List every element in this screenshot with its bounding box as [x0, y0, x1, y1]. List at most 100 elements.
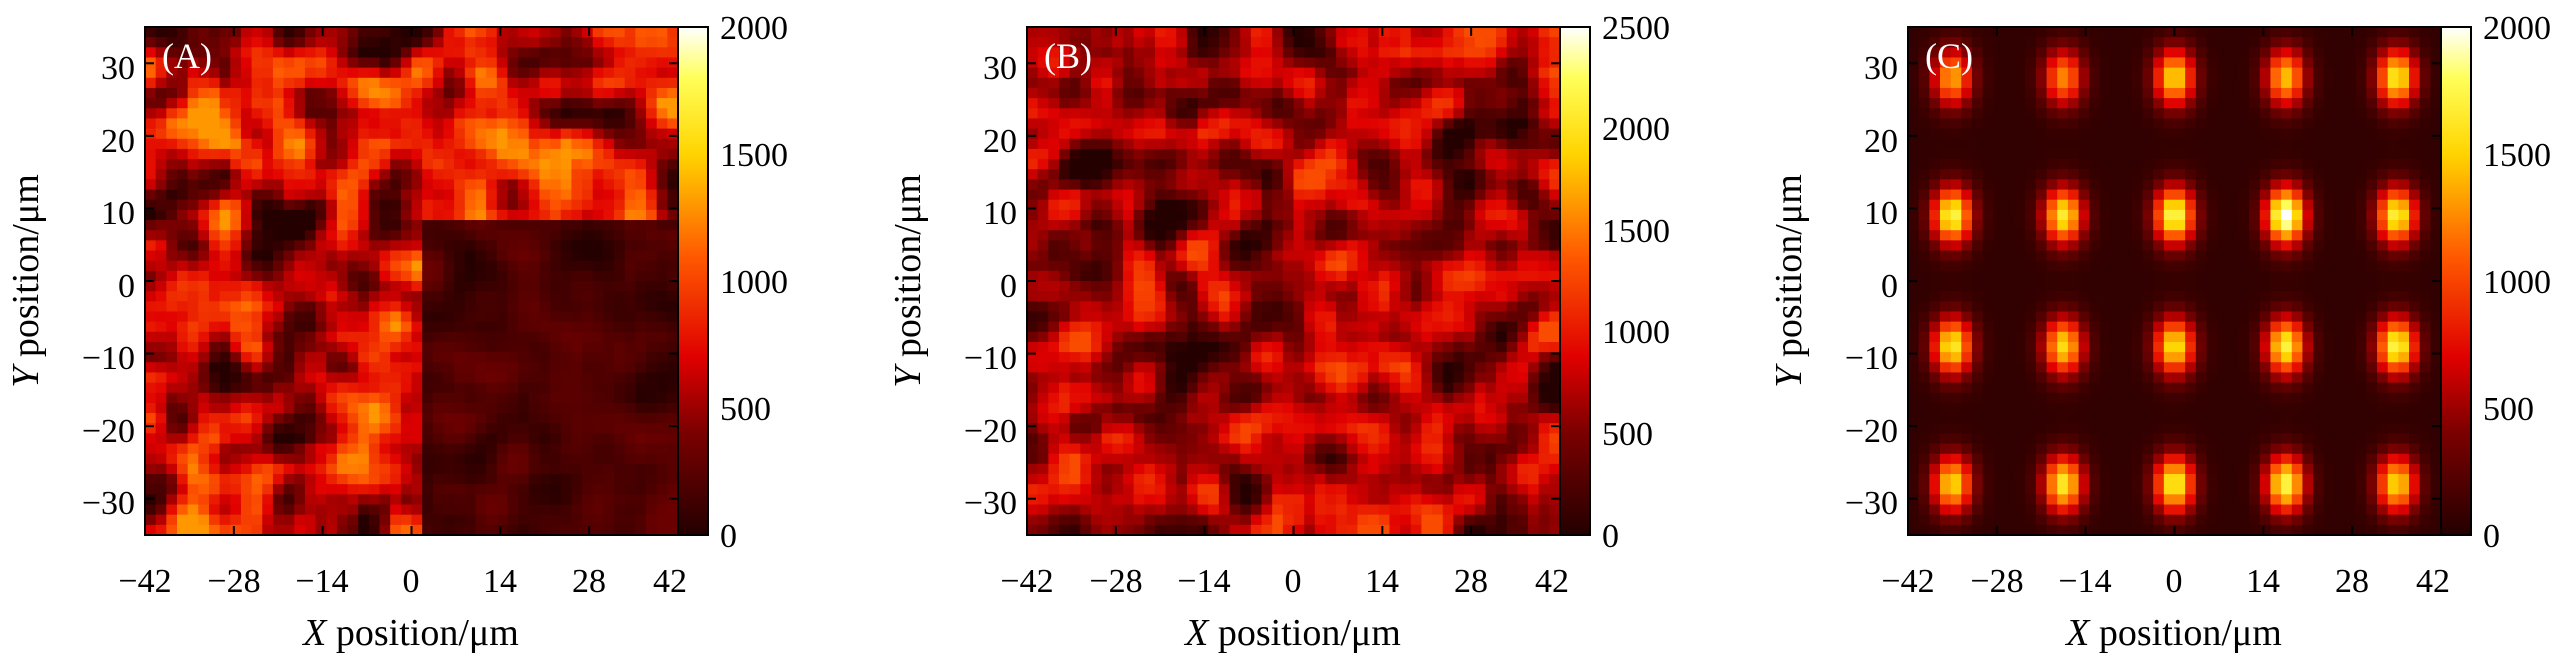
heatmap-cell	[624, 514, 636, 526]
heatmap-cell	[1144, 118, 1156, 130]
heatmap-cell	[1144, 382, 1156, 394]
heatmap-cell	[1101, 220, 1113, 231]
heatmap-cell	[1336, 352, 1348, 363]
heatmap-cell	[1346, 341, 1359, 353]
heatmap-cell	[1474, 87, 1486, 99]
heatmap-cell	[262, 209, 274, 221]
heatmap-cell	[475, 402, 487, 414]
heatmap-cell	[496, 209, 509, 221]
heatmap-cell	[390, 291, 402, 302]
heatmap-cell	[1357, 291, 1369, 302]
heatmap-cell	[635, 524, 647, 536]
heatmap-cell	[1037, 291, 1049, 302]
heatmap-cell	[1282, 484, 1295, 495]
heatmap-cell	[1176, 98, 1188, 109]
heatmap-cell	[1048, 484, 1060, 495]
heatmap-cell	[635, 47, 647, 59]
heatmap-cell	[454, 57, 466, 69]
heatmap-cell	[1165, 321, 1177, 333]
heatmap-cell	[1378, 341, 1391, 353]
heatmap-cell	[1090, 433, 1103, 445]
heatmap-cell	[1058, 209, 1071, 221]
heatmap-cell	[624, 77, 636, 89]
heatmap-cell	[251, 413, 263, 424]
heatmap-cell	[624, 260, 636, 272]
heatmap-cell	[507, 240, 519, 252]
heatmap-cell	[1357, 372, 1369, 384]
heatmap-cell	[1346, 433, 1359, 445]
heatmap-cell	[1080, 250, 1092, 262]
heatmap-cell	[646, 382, 658, 394]
heatmap-cell	[400, 67, 413, 79]
heatmap-cell	[358, 484, 370, 495]
heatmap-cell	[1314, 77, 1327, 89]
heatmap-cell	[539, 474, 551, 485]
heatmap-cell	[390, 372, 402, 384]
heatmap-cell	[507, 169, 519, 180]
heatmap-cell	[198, 118, 210, 130]
heatmap-cell	[230, 189, 242, 201]
heatmap-cell	[1197, 321, 1209, 333]
heatmap-cell	[464, 67, 477, 79]
heatmap-cell	[198, 169, 210, 180]
heatmap-cell	[1058, 494, 1071, 506]
heatmap-cell	[294, 148, 306, 160]
heatmap-cell	[1314, 402, 1327, 414]
heatmap-cell	[1112, 57, 1124, 69]
heatmap-cell	[1261, 240, 1273, 252]
heatmap-cell	[667, 159, 679, 170]
heatmap-cell	[294, 57, 306, 69]
panel-a-x-axis-text: position/μm	[326, 612, 518, 654]
heatmap-cell	[539, 240, 551, 252]
heatmap-cell	[1528, 77, 1540, 89]
heatmap-cell	[1101, 504, 1113, 516]
heatmap-cell	[1496, 443, 1508, 455]
heatmap-cell	[1080, 169, 1092, 180]
heatmap-cell	[646, 321, 658, 333]
heatmap-cell	[411, 494, 423, 506]
heatmap-cell	[198, 291, 210, 302]
heatmap-cell	[1165, 372, 1177, 384]
heatmap-cell	[571, 301, 583, 313]
heatmap-cell	[1464, 301, 1476, 313]
heatmap-cell	[1432, 37, 1444, 48]
heatmap-cell	[1144, 443, 1156, 455]
heatmap-cell	[315, 341, 327, 353]
heatmap-cell	[283, 189, 295, 201]
heatmap-cell	[208, 118, 221, 130]
heatmap-cell	[411, 443, 423, 455]
heatmap-cell	[262, 87, 274, 99]
heatmap-cell	[1261, 169, 1273, 180]
heatmap-cell	[283, 494, 295, 506]
heatmap-cell	[251, 138, 263, 150]
heatmap-cell	[1336, 311, 1348, 323]
heatmap-cell	[155, 209, 167, 221]
heatmap-cell	[1325, 87, 1337, 99]
heatmap-cell	[1229, 504, 1241, 516]
heatmap-cell	[1027, 87, 1039, 99]
heatmap-cell	[1048, 301, 1060, 313]
heatmap-cell	[1432, 341, 1444, 353]
heatmap-cell	[358, 179, 370, 191]
heatmap-cell	[560, 189, 572, 201]
heatmap-cell	[560, 138, 572, 150]
heatmap-cell	[1346, 402, 1359, 414]
heatmap-cell	[1144, 301, 1156, 313]
heatmap-cell	[283, 148, 295, 160]
heatmap-cell	[667, 189, 679, 201]
heatmap-cell	[518, 260, 530, 272]
heatmap-cell	[1517, 148, 1529, 160]
heatmap-cell	[1474, 108, 1486, 120]
heatmap-cell	[1549, 392, 1561, 404]
heatmap-cell	[251, 291, 263, 302]
heatmap-cell	[1027, 484, 1039, 495]
heatmap-cell	[400, 402, 413, 414]
heatmap-cell	[1304, 301, 1316, 313]
heatmap-cell	[358, 189, 370, 201]
heatmap-cell	[1538, 128, 1550, 140]
heatmap-cell	[422, 128, 434, 140]
heatmap-cell	[1112, 169, 1124, 180]
heatmap-cell	[1336, 341, 1348, 353]
heatmap-cell	[230, 352, 242, 363]
heatmap-cell	[656, 128, 668, 140]
